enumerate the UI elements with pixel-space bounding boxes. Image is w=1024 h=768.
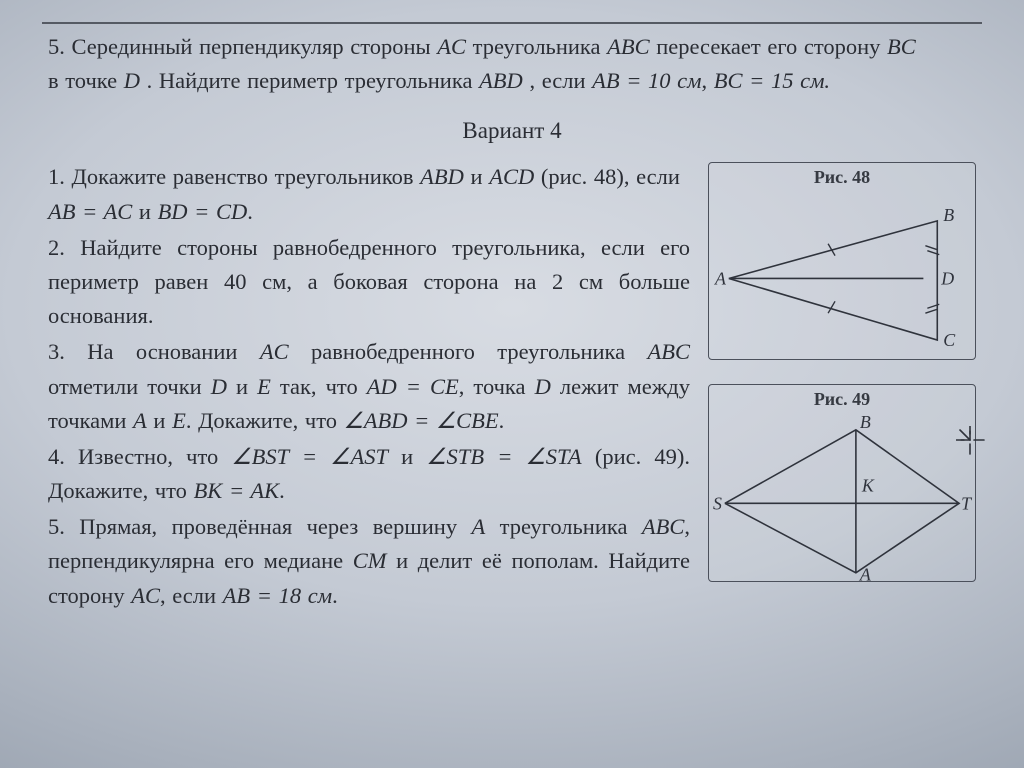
math: AC [131, 583, 160, 608]
fig-svg: S T B A K [709, 412, 975, 583]
svg-text:S: S [713, 494, 722, 514]
math: ABC [648, 339, 691, 364]
text: Серединный перпендикуляр стороны [72, 34, 438, 59]
problem-5: 5. Прямая, проведённая через вершину A т… [48, 510, 690, 613]
math: ∠STB = ∠STA [426, 444, 581, 469]
variant-heading: Вариант 4 [48, 118, 976, 144]
text: треугольника [485, 514, 642, 539]
math: BD = CD [158, 199, 248, 224]
text: Прямая, проведённая через вершину [65, 514, 472, 539]
text: (рис. 48), если [534, 164, 680, 189]
num: 5. [48, 514, 65, 539]
math: BK = AK [194, 478, 280, 503]
prev-problem-5: 5. Серединный перпендикуляр стороны AC т… [48, 30, 976, 98]
text: в точке [48, 68, 124, 93]
text: , если [529, 68, 592, 93]
svg-text:A: A [859, 565, 871, 583]
math: AC [260, 339, 289, 364]
math: ABD [479, 68, 523, 93]
svg-text:B: B [943, 205, 954, 225]
figures-column: Рис. 48 [708, 160, 976, 614]
num: 1. [48, 164, 65, 189]
math: AD = CE [367, 374, 459, 399]
text: . Докажите, что [186, 408, 344, 433]
text: , если [160, 583, 223, 608]
text: . [332, 583, 338, 608]
math: ∠ABD = ∠CBE [344, 408, 499, 433]
num: 4. [48, 444, 65, 469]
math: E [257, 374, 271, 399]
text: и [147, 408, 172, 433]
fig-caption: Рис. 48 [709, 163, 975, 190]
text: так, что [271, 374, 367, 399]
text: . [247, 199, 253, 224]
math: AB = 18 см [223, 583, 332, 608]
text: равнобедренного треугольника [289, 339, 648, 364]
text: Докажите равенство треугольников [65, 164, 420, 189]
math: ACD [489, 164, 534, 189]
problems-column: 1. Докажите равенство треугольников A BD … [48, 160, 690, 614]
figure-48: Рис. 48 [708, 162, 976, 360]
text: Найдите стороны равнобедренного треуголь… [48, 235, 690, 328]
math: ∠BST = ∠AST [231, 444, 388, 469]
top-rule [42, 18, 982, 24]
math: CM [353, 548, 387, 573]
math: BC = 15 см. [714, 68, 830, 93]
text: и [388, 444, 426, 469]
math: A [133, 408, 147, 433]
fig-caption: Рис. 49 [709, 385, 975, 412]
math: AB = 10 см [592, 68, 701, 93]
num: 3. [48, 339, 65, 364]
problem-4: 4. Известно, что ∠BST = ∠AST и ∠STB = ∠S… [48, 440, 690, 508]
math: D [535, 374, 551, 399]
problem-2: 2. Найдите стороны равнобедренного треуг… [48, 231, 690, 334]
svg-text:K: K [861, 476, 875, 496]
math: AB = AC [48, 199, 132, 224]
svg-text:A: A [714, 269, 726, 289]
text: . [279, 478, 285, 503]
svg-text:C: C [943, 330, 956, 350]
text: На основании [65, 339, 260, 364]
math: AC [437, 34, 466, 59]
math: D [211, 374, 227, 399]
text: отметили точки [48, 374, 211, 399]
math: A [471, 514, 485, 539]
text: . [499, 408, 505, 433]
text: и [464, 164, 489, 189]
math: ABC [642, 514, 685, 539]
math: D [124, 68, 140, 93]
math: ABC [607, 34, 650, 59]
svg-text:D: D [940, 269, 954, 289]
svg-text:B: B [860, 412, 871, 432]
text: и [227, 374, 257, 399]
math: E [172, 408, 186, 433]
figure-49: Рис. 49 S T B A K [708, 384, 976, 582]
text: , [702, 68, 714, 93]
text: Известно, что [65, 444, 232, 469]
text: . Найдите периметр треугольника [147, 68, 479, 93]
text: пересекает его сторону [656, 34, 887, 59]
math: BC [887, 34, 916, 59]
text: , точка [459, 374, 535, 399]
text: треугольника [473, 34, 607, 59]
text: и [132, 199, 157, 224]
problem-3: 3. На основании AC равнобедренного треуг… [48, 335, 690, 438]
fig-svg: A B C D [709, 190, 975, 359]
svg-text:T: T [961, 494, 972, 514]
math: ABD [420, 164, 464, 189]
problem-1: 1. Докажите равенство треугольников ABD … [48, 160, 690, 228]
page-content: 5. Серединный перпендикуляр стороны AC т… [0, 0, 1024, 768]
num: 5. [48, 34, 65, 59]
num: 2. [48, 235, 65, 260]
main-layout: 1. Докажите равенство треугольников A BD … [48, 160, 976, 614]
